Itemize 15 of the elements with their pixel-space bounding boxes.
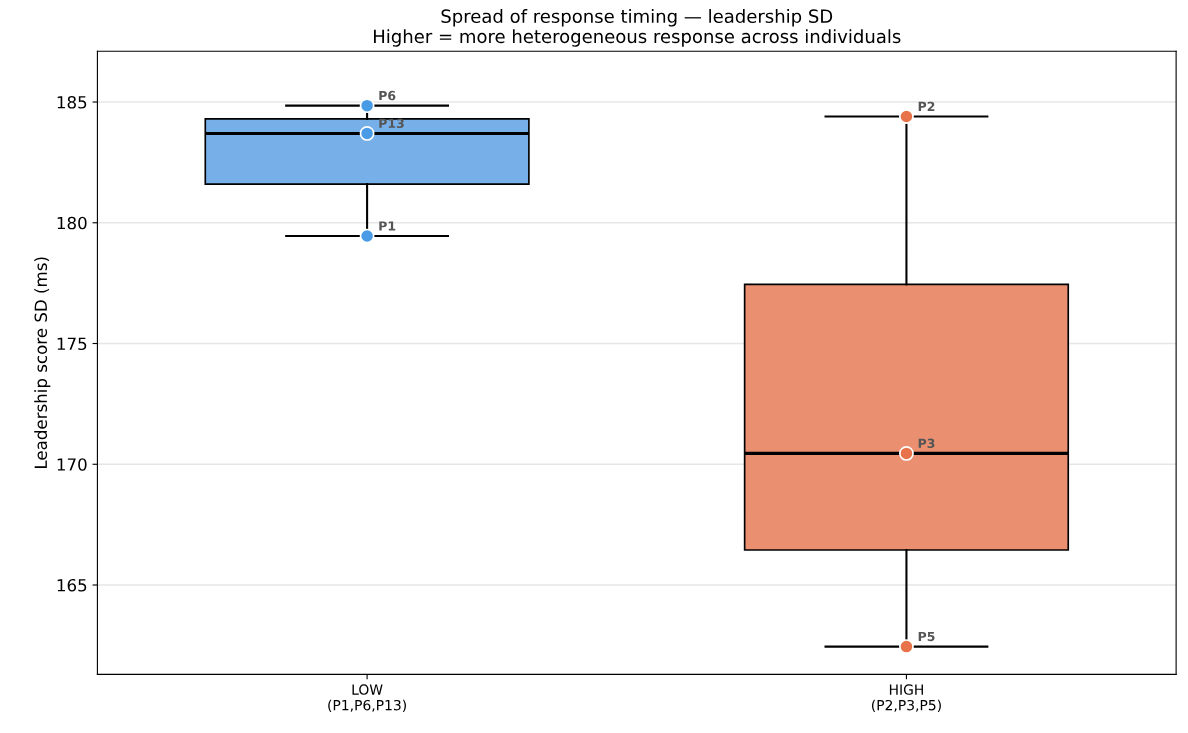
x-tick-label: HIGH (P2,P3,P5) — [871, 684, 941, 713]
annotation: P1 — [379, 221, 396, 231]
annotation: P2 — [918, 101, 935, 111]
y-tick-label: 165 — [57, 578, 87, 592]
y-axis-title: Leadership score SD (ms) — [34, 257, 51, 468]
y-tick-label: 175 — [57, 337, 87, 351]
y-tick-label: 170 — [57, 458, 87, 471]
chart-title: Spread of response timing — leadership SD Higher = more heterogeneous response across individuals — [374, 9, 901, 47]
annotation: P13 — [379, 118, 404, 129]
annotation: P3 — [918, 438, 935, 449]
y-tick-label: 185 — [57, 95, 87, 109]
annotation: P6 — [379, 90, 396, 101]
annotation: P5 — [918, 631, 935, 642]
x-tick-label: LOW (P1,P6,P13) — [328, 684, 406, 713]
y-tick-label: 180 — [57, 216, 87, 230]
